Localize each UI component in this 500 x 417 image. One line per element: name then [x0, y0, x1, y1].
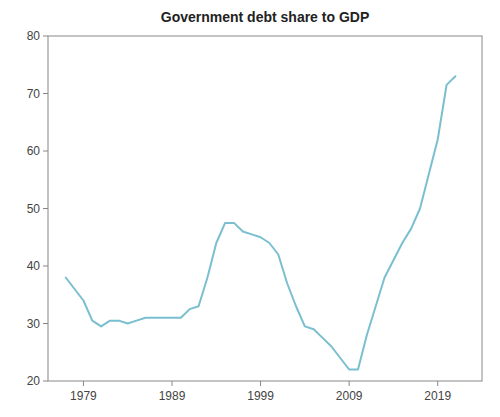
y-tick-label: 20 — [27, 374, 41, 388]
y-tick-label: 60 — [27, 144, 41, 158]
chart: Government debt share to GDP 1979 1989 1999… — [0, 0, 500, 417]
x-tick-label: 1999 — [247, 389, 274, 403]
y-tick-label: 80 — [27, 29, 41, 43]
x-tick-label: 2019 — [424, 389, 451, 403]
x-tick — [83, 381, 84, 386]
y-tick-label: 40 — [27, 259, 41, 273]
x-tick-label: 1979 — [70, 389, 97, 403]
y-tick — [43, 266, 48, 267]
y-tick-label: 70 — [27, 87, 41, 101]
y-tick — [43, 381, 48, 382]
y-tick — [43, 93, 48, 94]
data-layer — [66, 76, 456, 369]
x-tick — [260, 381, 261, 386]
y-axis: 20 30 40 50 60 70 80 — [27, 29, 48, 388]
y-tick — [43, 323, 48, 324]
data-line — [66, 76, 456, 369]
title: Government debt share to GDP — [161, 9, 369, 25]
y-tick — [43, 36, 48, 37]
y-tick-label: 50 — [27, 202, 41, 216]
x-tick — [349, 381, 350, 386]
x-tick — [172, 381, 173, 386]
x-tick — [437, 381, 438, 386]
x-tick-label: 1989 — [159, 389, 186, 403]
x-axis: 1979 1989 1999 2009 2019 — [70, 381, 451, 403]
y-tick-label: 30 — [27, 317, 41, 331]
y-tick — [43, 208, 48, 209]
y-tick — [43, 151, 48, 152]
plot-frame — [48, 36, 482, 381]
x-tick-label: 2009 — [336, 389, 363, 403]
